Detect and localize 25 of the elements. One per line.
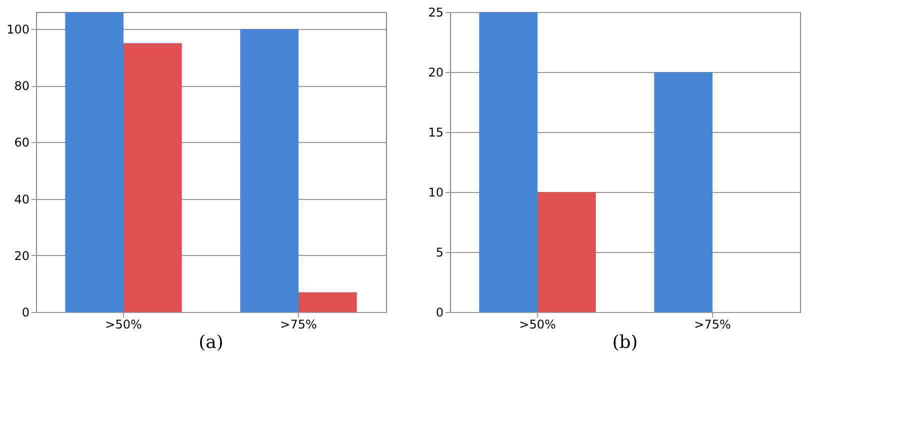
y-tick-label: 0 — [22, 306, 30, 320]
text: (b) — [612, 332, 638, 353]
y-tick-label: 20 — [14, 248, 30, 263]
y-tick-label: 15 — [428, 126, 444, 140]
bar — [240, 28, 298, 312]
y-tick-label: 5 — [436, 246, 444, 260]
x-tick-label: >75% — [280, 318, 317, 332]
bar — [538, 192, 596, 312]
y-tick-label: 25 — [428, 6, 444, 20]
bar — [654, 72, 712, 312]
y-tick-label: 10 — [428, 186, 444, 200]
text: (a) — [198, 332, 224, 353]
bar — [298, 292, 357, 312]
y-tick-label: 40 — [14, 192, 30, 206]
x-tick-label: >50% — [105, 318, 142, 332]
y-tick-label: 100 — [6, 22, 30, 36]
bar — [124, 43, 182, 312]
y-tick-label: 0 — [436, 306, 444, 320]
y-tick-label: 60 — [14, 136, 30, 150]
bar — [479, 12, 538, 312]
y-tick-label: 80 — [14, 79, 30, 94]
x-tick-label: >50% — [519, 318, 556, 332]
x-tick-label: >75% — [694, 318, 731, 332]
bar — [65, 12, 124, 312]
y-tick-label: 20 — [428, 66, 444, 80]
